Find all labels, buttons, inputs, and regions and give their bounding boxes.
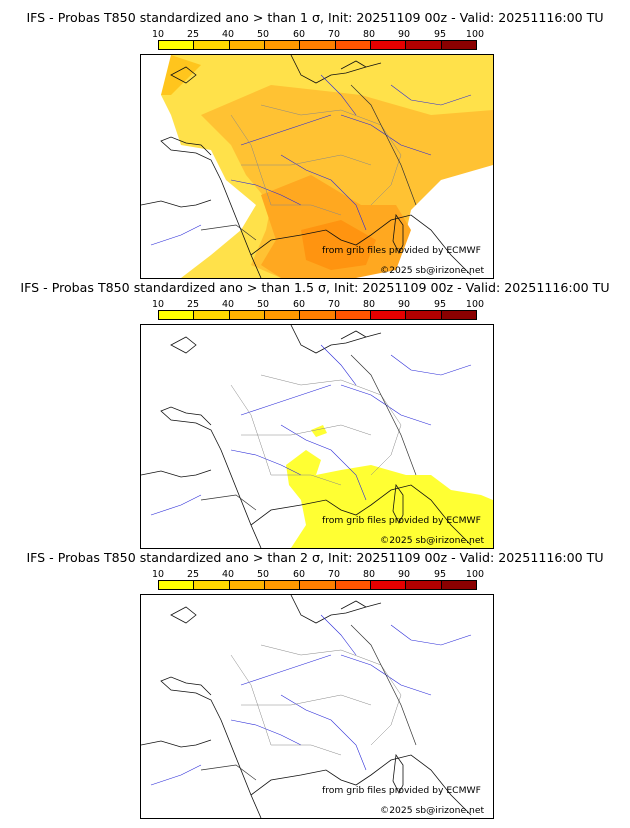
prob-field-10-small <box>311 425 327 437</box>
colorbar-swatch <box>264 41 301 49</box>
colorbar-tick: 90 <box>397 29 411 40</box>
colorbar-tick: 40 <box>221 299 235 310</box>
colorbar-labels: 10 25 40 50 60 70 80 90 95 100 <box>140 299 500 311</box>
colorbar-tick: 60 <box>292 299 306 310</box>
colorbar-tick: 95 <box>433 29 447 40</box>
colorbar-tick: 80 <box>362 29 376 40</box>
rivers <box>150 344 472 516</box>
colorbar-swatch <box>406 581 442 589</box>
colorbar-tick: 100 <box>465 29 485 40</box>
colorbar-swatch <box>335 581 371 589</box>
credit-source: from grib files provided by ECMWF <box>322 515 481 526</box>
colorbar-tick: 10 <box>151 569 165 580</box>
rivers <box>150 614 472 786</box>
colorbar-tick: 80 <box>362 569 376 580</box>
colorbar-tick: 50 <box>256 299 270 310</box>
borders <box>230 644 402 756</box>
prob-field-50 <box>301 220 376 270</box>
colorbar-swatch <box>300 41 336 49</box>
colorbar-swatch <box>300 311 336 319</box>
colorbar-swatch <box>159 581 195 589</box>
map-svg <box>141 325 493 548</box>
colorbar-swatch <box>229 581 265 589</box>
map-frame <box>140 594 494 819</box>
panel-1-5sigma: IFS - Probas T850 standardized ano > tha… <box>0 280 630 549</box>
colorbar-tick: 25 <box>186 29 200 40</box>
colorbar-tick: 90 <box>397 299 411 310</box>
colorbar-swatch <box>370 581 407 589</box>
colorbar-labels: 10 25 40 50 60 70 80 90 95 100 <box>140 29 500 41</box>
colorbar-tick: 70 <box>327 569 341 580</box>
credit-source: from grib files provided by ECMWF <box>322 245 481 256</box>
map-frame <box>140 54 494 279</box>
country-borders <box>200 624 417 781</box>
colorbar-tick: 10 <box>151 29 165 40</box>
colorbar-swatch <box>229 41 265 49</box>
coastlines <box>141 595 472 818</box>
colorbar-swatch <box>194 581 230 589</box>
colorbar-swatch <box>335 41 371 49</box>
colorbar-swatch <box>194 41 230 49</box>
colorbar-swatch <box>406 311 442 319</box>
colorbar-swatch <box>406 41 442 49</box>
colorbar-tick: 95 <box>433 569 447 580</box>
country-borders <box>200 84 417 241</box>
colorbar-labels: 10 25 40 50 60 70 80 90 95 100 <box>140 569 500 581</box>
colorbar <box>158 310 477 320</box>
colorbar-swatch <box>441 581 476 589</box>
panel-title: IFS - Probas T850 standardized ano > tha… <box>20 280 610 295</box>
colorbar-tick: 95 <box>433 299 447 310</box>
colorbar-swatch <box>441 311 476 319</box>
colorbar-tick: 50 <box>256 569 270 580</box>
colorbar-tick: 25 <box>186 569 200 580</box>
colorbar-swatch <box>335 311 371 319</box>
country-borders <box>200 354 417 511</box>
map-svg <box>141 55 493 278</box>
colorbar-tick: 100 <box>465 569 485 580</box>
colorbar-swatch <box>194 311 230 319</box>
colorbar-swatch <box>159 311 195 319</box>
colorbar-tick: 90 <box>397 569 411 580</box>
colorbar-swatch <box>441 41 476 49</box>
colorbar-swatch <box>300 581 336 589</box>
colorbar-swatch <box>370 41 407 49</box>
colorbar-swatch <box>229 311 265 319</box>
colorbar-swatch <box>264 581 301 589</box>
credit-site: ©2025 sb@irizone.net <box>380 535 485 546</box>
colorbar <box>158 580 477 590</box>
colorbar-swatch <box>370 311 407 319</box>
map-frame <box>140 324 494 549</box>
colorbar-tick: 60 <box>292 29 306 40</box>
colorbar-tick: 25 <box>186 299 200 310</box>
coastlines <box>141 55 472 278</box>
colorbar-tick: 40 <box>221 569 235 580</box>
colorbar-tick: 80 <box>362 299 376 310</box>
colorbar-tick: 50 <box>256 29 270 40</box>
panel-1sigma: IFS - Probas T850 standardized ano > tha… <box>0 10 630 279</box>
prob-field-rim <box>161 55 201 95</box>
colorbar-tick: 70 <box>327 299 341 310</box>
panel-title: IFS - Probas T850 standardized ano > tha… <box>26 550 604 565</box>
panel-2sigma: IFS - Probas T850 standardized ano > tha… <box>0 550 630 819</box>
credit-site: ©2025 sb@irizone.net <box>380 805 485 816</box>
panel-title: IFS - Probas T850 standardized ano > tha… <box>26 10 604 25</box>
credit-site: ©2025 sb@irizone.net <box>380 265 485 276</box>
colorbar-tick: 40 <box>221 29 235 40</box>
prob-field-10 <box>286 450 493 548</box>
colorbar <box>158 40 477 50</box>
colorbar-tick: 100 <box>465 299 485 310</box>
colorbar-swatch <box>264 311 301 319</box>
colorbar-swatch <box>159 41 195 49</box>
credit-source: from grib files provided by ECMWF <box>322 785 481 796</box>
colorbar-tick: 70 <box>327 29 341 40</box>
colorbar-tick: 10 <box>151 299 165 310</box>
coastlines <box>141 325 472 548</box>
map-svg <box>141 595 472 818</box>
colorbar-tick: 60 <box>292 569 306 580</box>
